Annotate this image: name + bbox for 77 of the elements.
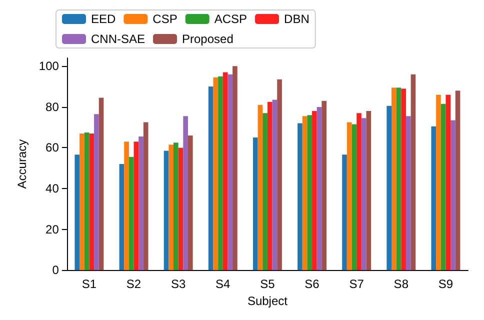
- bar: [361, 118, 366, 270]
- bar: [94, 114, 99, 270]
- x-tick-label: S1: [82, 277, 97, 292]
- bar: [455, 90, 460, 270]
- bar: [218, 76, 223, 270]
- bar: [174, 142, 178, 270]
- bar: [342, 154, 347, 270]
- bar: [188, 136, 193, 270]
- x-tick-label: S3: [170, 277, 186, 292]
- y-tick-label: 100: [38, 59, 60, 74]
- bar: [178, 148, 184, 270]
- bar: [431, 126, 436, 270]
- bar: [386, 106, 392, 270]
- bar: [298, 123, 302, 270]
- x-tick-label: S2: [126, 277, 142, 292]
- y-tick-label: 40: [46, 182, 60, 196]
- bar: [208, 86, 214, 270]
- legend-label: Proposed: [182, 32, 234, 46]
- bar: [401, 88, 406, 270]
- bar: [267, 102, 272, 270]
- bar: [98, 98, 104, 270]
- x-tick-label: S8: [394, 277, 409, 292]
- bar: [312, 111, 317, 270]
- bar: [302, 116, 308, 270]
- bar: [446, 94, 451, 270]
- bar: [436, 94, 441, 270]
- y-tick-label: 60: [46, 140, 60, 155]
- bar: [440, 104, 446, 270]
- bar: [143, 122, 148, 270]
- bar: [138, 136, 144, 270]
- y-tick-label: 0: [52, 263, 60, 278]
- y-tick-label: 80: [46, 100, 60, 114]
- x-tick-label: S9: [438, 277, 454, 292]
- legend-label: ACSP: [214, 12, 248, 26]
- bar: [366, 111, 372, 270]
- bar: [252, 138, 258, 270]
- bar: [183, 116, 188, 270]
- bar: [164, 150, 169, 270]
- bar: [396, 88, 402, 270]
- bar: [406, 116, 411, 270]
- x-tick-label: S4: [216, 277, 231, 292]
- bar: [316, 106, 322, 270]
- x-axis-title: Subject: [247, 294, 288, 308]
- bar: [124, 142, 129, 270]
- bar: [80, 133, 84, 270]
- bar: [84, 132, 90, 270]
- bar: [277, 79, 282, 270]
- bar: [272, 100, 278, 270]
- bar: [392, 88, 396, 270]
- bar: [222, 72, 228, 270]
- bar: [119, 164, 124, 270]
- bar: [410, 74, 416, 270]
- bar: [228, 74, 233, 270]
- bar: [74, 154, 80, 270]
- bar: [346, 122, 352, 270]
- bar: [134, 142, 139, 270]
- x-tick-label: S5: [260, 277, 276, 292]
- x-tick-label: S6: [304, 277, 320, 292]
- bar: [352, 124, 357, 270]
- bar: [232, 66, 238, 270]
- legend-label: EED: [91, 12, 116, 26]
- bar: [128, 156, 134, 270]
- x-tick-label: S7: [349, 277, 364, 292]
- legend-label: DBN: [284, 12, 310, 26]
- y-tick-label: 20: [46, 222, 60, 236]
- bar: [168, 144, 174, 270]
- bar: [307, 115, 312, 270]
- bar: [262, 113, 268, 270]
- legend-label: CNN-SAE: [91, 32, 146, 46]
- bar: [450, 120, 456, 270]
- bar: [258, 104, 263, 270]
- y-axis-title: Accuracy: [15, 139, 29, 189]
- bar: [356, 113, 362, 270]
- bar: [89, 133, 94, 270]
- bar: [322, 100, 327, 270]
- legend-label: CSP: [152, 12, 178, 26]
- bar: [213, 77, 218, 270]
